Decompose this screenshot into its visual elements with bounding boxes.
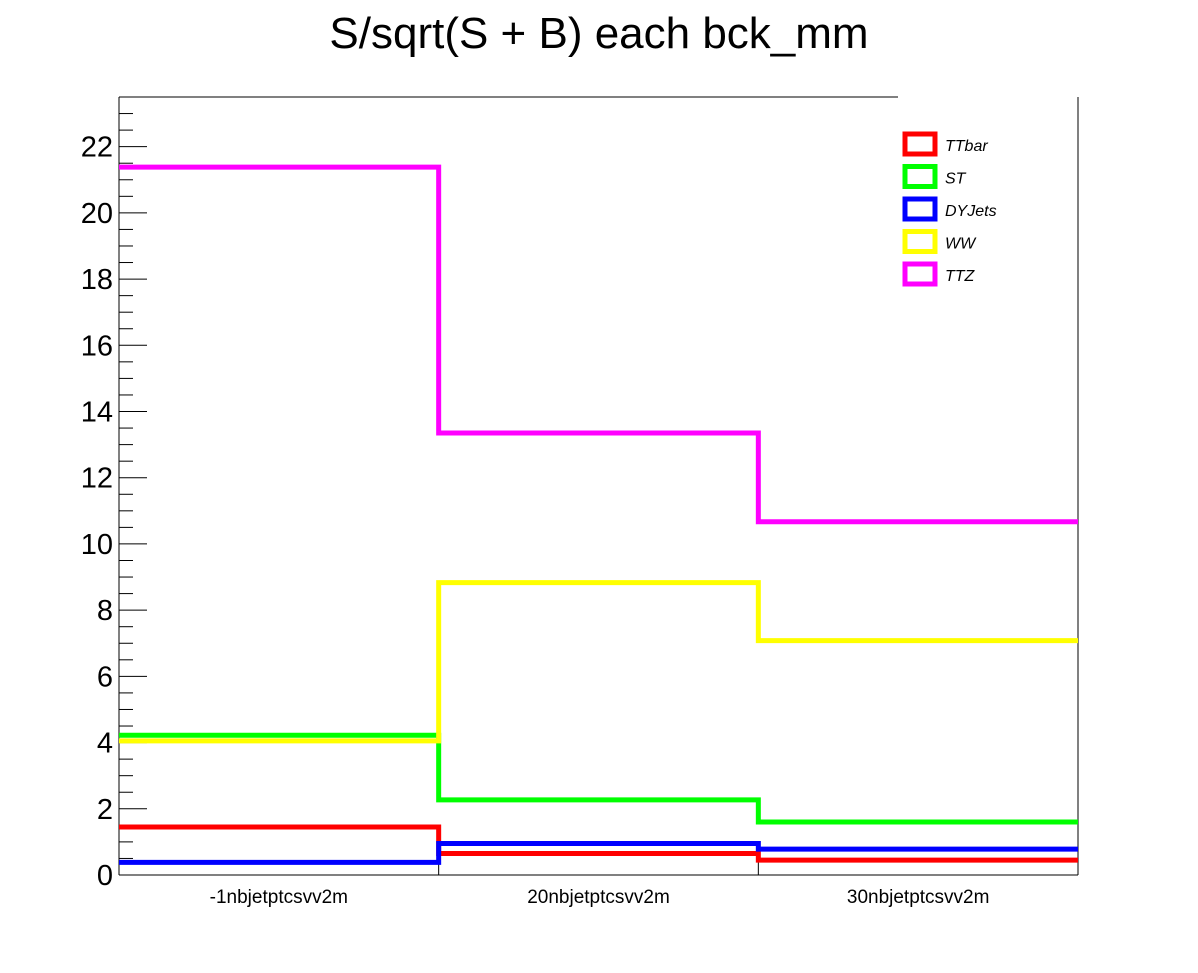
legend-swatch-dyjets [902,196,938,222]
legend-label-ttz: TTZ [945,268,976,285]
y-tick-label: 14 [81,397,113,429]
legend-swatch-st [902,164,938,189]
y-tick-label: 10 [81,529,113,561]
legend-label-st: ST [945,171,967,188]
legend-label-ttbar: TTbar [945,138,988,155]
series-line-st [119,732,1078,825]
x-tick-labels: -1nbjetptcsvv2m 20nbjetptcsvv2m 30nbjetptc… [210,887,990,908]
y-tick-label: 2 [97,794,113,826]
y-tick-label: 4 [97,728,113,760]
legend: TTbar ST DYJets WW TTZ [902,131,997,287]
y-tick-labels: 0 2 4 6 8 10 12 14 16 18 20 22 [81,132,113,892]
legend-label-ww: WW [945,236,977,253]
y-tick-label: 6 [97,661,113,693]
series-line-dyjets [119,841,1078,865]
series-line-ww [119,580,1078,744]
y-tick-label: 22 [81,132,113,164]
chart-title: S/sqrt(S + B) each bck_mm [329,9,868,58]
y-tick-label: 16 [81,330,113,362]
x-tick-label: 30nbjetptcsvv2m [847,887,990,908]
y-tick-label: 18 [81,264,113,296]
legend-label-dyjets: DYJets [945,203,997,220]
y-tick-label: 0 [97,860,113,892]
axes [118,96,1079,876]
legend-swatch-ttbar [902,131,938,157]
series-lines [119,164,1078,865]
y-tick-label: 20 [81,198,113,230]
x-tick-label: 20nbjetptcsvv2m [527,887,670,908]
y-tick-label: 12 [81,463,113,495]
legend-swatch-ttz [902,261,938,287]
series-line-ttz [119,164,1078,525]
legend-swatch-ww [902,229,938,254]
x-tick-label: -1nbjetptcsvv2m [210,887,348,908]
series-line-ttbar [119,824,1078,863]
y-tick-label: 8 [97,595,113,627]
